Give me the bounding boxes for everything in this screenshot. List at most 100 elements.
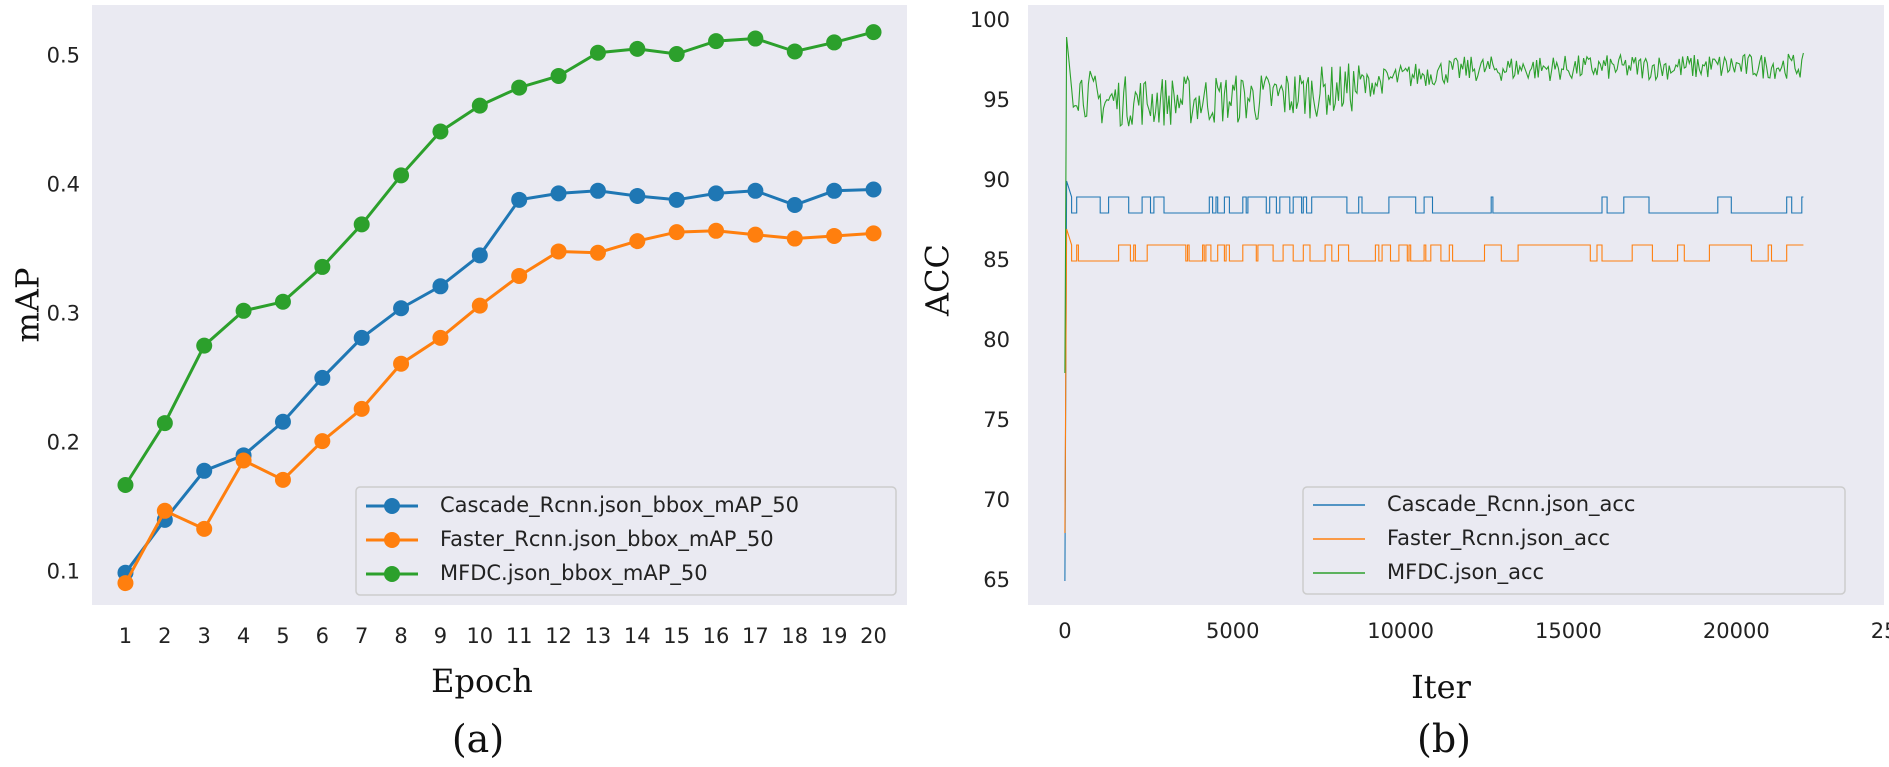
data-point-a — [393, 167, 410, 184]
y-tick-label-a: 0.3 — [47, 302, 80, 326]
caption-a: (a) — [452, 717, 504, 761]
legend-box-b — [1302, 486, 1846, 595]
series-group-a — [117, 24, 882, 592]
data-point-a — [747, 226, 764, 243]
x-tick-label-b: 5000 — [1206, 619, 1259, 643]
x-tick-label-a: 14 — [624, 624, 651, 648]
series-group-b — [1064, 36, 1804, 582]
data-point-a — [865, 225, 882, 242]
y-tick-label-a: 0.5 — [47, 44, 80, 68]
series-line-b — [1064, 36, 1804, 374]
x-tick-label-a: 10 — [466, 624, 493, 648]
y-tick-label-b: 80 — [983, 328, 1010, 352]
x-tick-label-a: 12 — [545, 624, 572, 648]
x-tick-label-a: 17 — [742, 624, 769, 648]
legend-label-b: Faster_Rcnn.json_acc — [1387, 526, 1610, 551]
x-tick-label-a: 11 — [506, 624, 533, 648]
caption-b: (b) — [1417, 717, 1471, 761]
y-ticks-a: 0.1 0.2 0.3 0.4 0.5 — [47, 44, 80, 584]
y-axis-label-b: ACC — [919, 244, 957, 317]
data-point-a — [471, 297, 488, 314]
data-point-a — [314, 369, 331, 386]
legend-marker-a — [384, 498, 400, 514]
chart-panel-b: 65 70 75 80 85 90 95 100 0 5000 10000 15000 20000 25… — [919, 5, 1889, 761]
data-point-a — [274, 471, 291, 488]
legend-box-a — [355, 486, 897, 596]
data-point-a — [274, 293, 291, 310]
x-tick-label-a: 19 — [821, 624, 848, 648]
y-tick-label-b: 85 — [983, 248, 1010, 272]
data-point-a — [432, 329, 449, 346]
data-point-a — [708, 33, 725, 50]
x-tick-label-a: 1 — [119, 624, 132, 648]
x-tick-label-a: 4 — [237, 624, 250, 648]
x-axis-label-b: Iter — [1411, 668, 1471, 706]
data-point-a — [235, 302, 252, 319]
y-ticks-b: 65 70 75 80 85 90 95 100 — [970, 8, 1010, 592]
data-point-a — [314, 433, 331, 450]
x-tick-label-a: 5 — [276, 624, 289, 648]
data-point-a — [629, 40, 646, 57]
y-tick-label-b: 95 — [983, 88, 1010, 112]
data-point-a — [550, 185, 567, 202]
data-point-a — [826, 227, 843, 244]
data-point-a — [471, 247, 488, 264]
data-point-a — [747, 182, 764, 199]
x-tick-label-a: 18 — [781, 624, 808, 648]
data-point-a — [196, 337, 213, 354]
x-tick-label-a: 16 — [703, 624, 730, 648]
data-point-a — [353, 400, 370, 417]
data-point-a — [511, 267, 528, 284]
data-point-a — [196, 520, 213, 537]
x-tick-label-a: 2 — [158, 624, 171, 648]
legend-marker-a — [384, 532, 400, 548]
series-line-b — [1064, 180, 1804, 582]
x-tick-label-a: 13 — [585, 624, 612, 648]
data-point-a — [589, 244, 606, 261]
x-tick-label-a: 8 — [394, 624, 407, 648]
data-point-a — [826, 182, 843, 199]
x-tick-label-b: 0 — [1058, 619, 1071, 643]
legend-label-a: MFDC.json_bbox_mAP_50 — [440, 561, 708, 586]
data-point-a — [747, 30, 764, 47]
data-point-a — [629, 233, 646, 250]
data-point-a — [156, 502, 173, 519]
y-axis-label-a: mAP — [9, 268, 47, 343]
y-tick-label-b: 65 — [983, 568, 1010, 592]
data-point-a — [668, 224, 685, 241]
data-point-a — [353, 329, 370, 346]
legend-label-b: MFDC.json_acc — [1387, 560, 1544, 585]
data-point-a — [117, 477, 134, 493]
data-point-a — [550, 243, 567, 260]
data-point-a — [708, 222, 725, 239]
data-point-a — [196, 462, 213, 479]
data-point-a — [589, 44, 606, 61]
x-tick-label-a: 3 — [198, 624, 211, 648]
y-tick-label-a: 0.1 — [47, 560, 80, 584]
data-point-a — [117, 575, 134, 592]
data-point-a — [353, 216, 370, 233]
legend-b: Cascade_Rcnn.json_acc Faster_Rcnn.json_ac… — [1302, 486, 1846, 595]
data-point-a — [826, 34, 843, 51]
data-point-a — [786, 197, 803, 213]
y-tick-label-b: 75 — [983, 408, 1010, 432]
y-tick-label-b: 90 — [983, 168, 1010, 192]
data-point-a — [314, 258, 331, 275]
y-tick-label-b: 100 — [970, 8, 1010, 32]
data-point-a — [432, 123, 449, 140]
data-point-a — [393, 300, 410, 317]
data-point-a — [511, 191, 528, 208]
data-point-a — [511, 79, 528, 96]
x-tick-label-a: 15 — [663, 624, 690, 648]
y-tick-label-a: 0.4 — [47, 173, 80, 197]
x-tick-label-a: 6 — [316, 624, 329, 648]
x-tick-label-b: 25000 — [1871, 619, 1889, 643]
legend-marker-a — [384, 566, 400, 582]
data-point-a — [274, 413, 291, 430]
legend-label-a: Faster_Rcnn.json_bbox_mAP_50 — [440, 527, 774, 552]
data-point-a — [865, 24, 882, 41]
series-line-b — [1064, 228, 1804, 534]
data-point-a — [550, 67, 567, 84]
legend-label-a: Cascade_Rcnn.json_bbox_mAP_50 — [440, 493, 799, 518]
